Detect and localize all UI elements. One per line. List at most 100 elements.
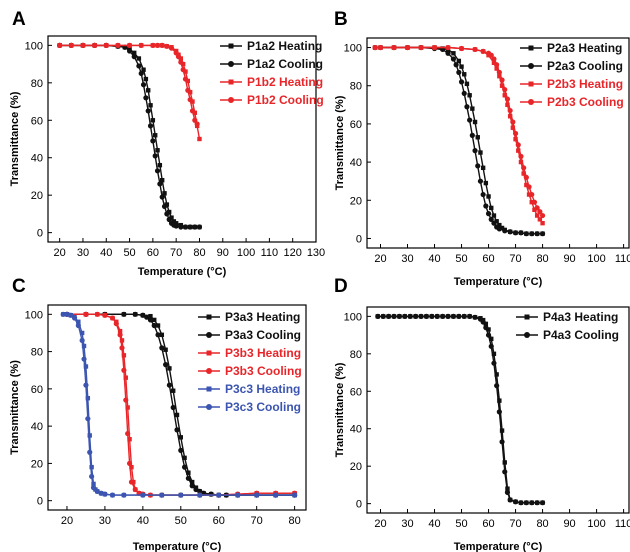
x-tick-label: 70: [251, 515, 263, 527]
data-point-p3a3-cooling: [170, 404, 176, 411]
data-point-p1b2-cooling: [173, 50, 179, 56]
data-point-p4a3-heating: [486, 327, 491, 332]
data-point-p1b2-cooling: [150, 42, 156, 48]
data-point-p1a2-heating: [171, 219, 177, 224]
data-point-p3b3-cooling: [94, 311, 100, 317]
data-point-p2b3-cooling: [431, 44, 438, 51]
data-point-p2b3-cooling: [518, 153, 524, 159]
data-point-p3a3-cooling: [151, 322, 157, 329]
legend-entry-p3b3-cooling: P3b3 Cooling: [225, 364, 302, 378]
legend-entry-p2b3-heating: P2b3 Heating: [547, 77, 623, 91]
data-point-p4a3-cooling: [440, 313, 446, 319]
data-point-p1a2-heating: [155, 148, 160, 153]
data-point-p2b3-heating: [505, 102, 510, 108]
data-point-p1a2-cooling: [147, 123, 154, 129]
panel-letter: D: [334, 276, 348, 297]
data-point-p2a3-cooling: [445, 50, 451, 56]
data-point-p4a3-cooling: [391, 313, 397, 319]
data-point-p1a2-heating: [166, 209, 172, 215]
y-tick-label: 80: [350, 349, 362, 361]
data-point-p2a3-cooling: [485, 211, 492, 217]
chart-panel-a: A 20 30 40 50 60 70 80 90 100 110 120 130 0 20 40 60 80 10…: [9, 9, 325, 278]
data-point-p2a3-heating: [456, 58, 462, 64]
x-tick-label: 30: [77, 247, 89, 259]
y-tick-label: 20: [350, 461, 362, 473]
x-tick-label: 120: [284, 247, 302, 259]
data-point-p2a3-heating: [486, 194, 491, 199]
data-point-p1a2-cooling: [192, 224, 198, 230]
data-point-p1a2-heating: [141, 67, 146, 72]
data-point-p3a3-cooling: [181, 464, 188, 470]
chart-panel-c: C 20 30 40 50 60 70 80 0 20 40 60 80 100 Temperature (…: [9, 276, 307, 552]
data-point-p2a3-heating: [497, 222, 502, 228]
data-point-p4a3-cooling: [518, 500, 524, 506]
data-point-p4a3-cooling: [429, 313, 435, 319]
legend-entry-p1a2-cooling: P1a2 Cooling: [247, 57, 323, 71]
data-point-p4a3-cooling: [480, 319, 486, 325]
data-point-p2b3-heating: [521, 171, 526, 176]
data-point-p1a2-cooling: [154, 168, 161, 174]
data-point-p4a3-heating: [497, 398, 502, 403]
data-point-p3a3-heating: [152, 317, 157, 323]
data-point-p4a3-cooling: [461, 313, 467, 319]
data-point-p4a3-cooling: [445, 313, 451, 319]
legend-entry-p1a2-heating: P1a2 Heating: [247, 39, 322, 53]
data-point-p3c3-heating: [83, 364, 89, 369]
data-point-p3a3-heating: [167, 366, 172, 371]
data-point-p2b3-heating: [529, 199, 534, 205]
data-point-p3a3-cooling: [166, 382, 173, 388]
data-point-p1b2-cooling: [189, 108, 196, 114]
data-point-p3c3-cooling: [68, 312, 74, 318]
data-point-p3a3-heating: [186, 470, 191, 475]
data-point-p2b3-cooling: [515, 142, 521, 148]
series-line-p1a2-cooling: [59, 44, 200, 228]
data-point-p3c3-cooling: [121, 492, 127, 498]
data-point-p2b3-cooling: [480, 48, 486, 54]
y-tick-label: 40: [350, 424, 362, 436]
data-point-p3c3-heating: [76, 319, 81, 324]
data-point-p3c3-cooling: [90, 485, 97, 491]
data-point-p4a3-cooling: [488, 343, 494, 349]
data-point-p1b2-cooling: [175, 54, 182, 60]
data-point-p2a3-heating: [475, 135, 480, 140]
data-point-p3a3-heating: [189, 479, 195, 485]
y-tick-label: 20: [31, 190, 43, 202]
series-line-p2a3-cooling: [375, 46, 543, 235]
data-point-p4a3-heating: [499, 428, 505, 433]
plot-frame: [366, 306, 630, 514]
data-point-p1b2-cooling: [180, 67, 186, 73]
data-point-p2a3-cooling: [534, 231, 540, 237]
x-axis-label: Temperature (°C): [454, 276, 543, 288]
data-point-p1a2-cooling: [187, 224, 193, 230]
data-point-p2a3-cooling: [488, 216, 494, 222]
data-point-p1b2-cooling: [154, 42, 161, 48]
data-point-p2a3-heating: [472, 119, 478, 125]
data-point-p3b3-cooling: [117, 332, 123, 338]
data-point-p3c3-cooling: [254, 492, 260, 498]
data-point-p2b3-cooling: [418, 44, 424, 51]
y-tick-label: 20: [350, 195, 362, 207]
data-point-p1a2-heating: [159, 178, 165, 183]
x-axis-label: Temperature (°C): [138, 266, 227, 278]
data-point-p4a3-cooling: [491, 360, 497, 366]
data-point-p1b2-heating: [178, 56, 184, 61]
legend-marker: [528, 81, 534, 87]
data-point-p1b2-heating: [180, 61, 186, 67]
data-point-p3a3-heating: [159, 332, 165, 338]
legend-entry-p3a3-cooling: P3a3 Cooling: [225, 328, 301, 342]
data-point-p3b3-cooling: [102, 312, 108, 318]
legend-entry-p4a3-heating: P4a3 Heating: [543, 310, 618, 324]
x-tick-label: 80: [288, 515, 300, 527]
data-point-p2a3-cooling: [539, 231, 546, 237]
data-point-p2b3-heating: [510, 125, 516, 130]
data-point-p1a2-heating: [148, 103, 153, 108]
y-tick-label: 60: [350, 386, 362, 398]
data-point-p2a3-heating: [459, 64, 464, 69]
data-point-p3b3-cooling: [128, 479, 135, 485]
data-point-p1b2-cooling: [68, 42, 74, 48]
data-point-p3a3-cooling: [144, 314, 150, 320]
data-point-p3a3-cooling: [147, 317, 154, 323]
data-point-p2a3-cooling: [461, 90, 467, 96]
x-tick-label: 90: [563, 518, 575, 530]
data-point-p3a3-cooling: [163, 362, 169, 368]
